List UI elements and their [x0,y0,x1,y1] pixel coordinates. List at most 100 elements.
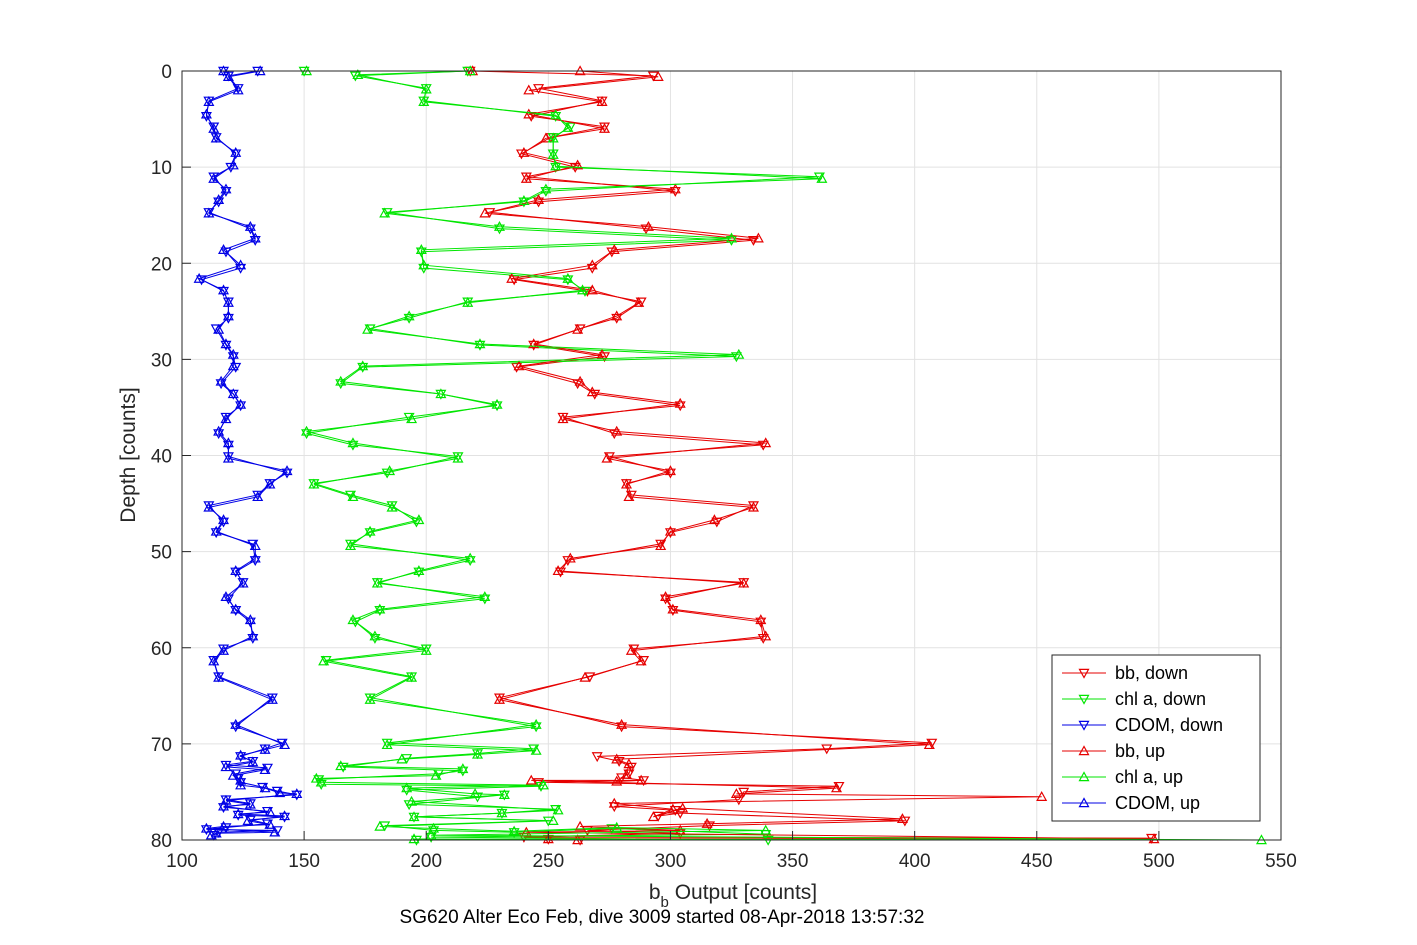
data-point [279,739,291,750]
data-point [318,655,330,666]
data-point [210,525,222,536]
data-point [213,671,225,682]
data-point [562,272,574,283]
data-point [562,556,574,567]
legend-entry: CDOM, down [1115,715,1223,735]
data-point [222,452,234,463]
data-point [403,412,415,423]
data-point [730,788,742,799]
data-point [374,820,386,831]
data-point [217,284,230,295]
data-point [230,362,242,373]
legend-entry: bb, up [1115,741,1165,761]
x-tick-label: 450 [1021,851,1053,872]
data-point [669,183,681,194]
data-point [633,296,645,307]
data-point [408,811,420,822]
data-point [923,739,935,750]
data-point [674,401,686,412]
data-point [552,565,564,576]
data-point [469,788,481,799]
legend-entry: chl a, down [1115,689,1206,709]
data-point [574,375,586,386]
data-point [508,275,520,286]
x-tick-label: 300 [655,851,687,872]
x-tick-label: 250 [532,851,564,872]
data-point [428,822,440,833]
y-tick-label: 20 [151,254,172,275]
data-point [227,388,239,399]
legend-entry: bb, down [1115,663,1188,683]
data-point [235,778,247,789]
data-point [235,259,247,270]
data-point [396,753,408,764]
data-point [562,121,574,132]
data-point [926,738,938,749]
data-point [230,567,242,578]
data-point [833,781,845,792]
y-tick-label: 40 [151,447,172,468]
data-point [347,437,359,448]
data-point [474,338,486,349]
data-point [738,787,750,798]
data-point [279,812,291,823]
data-point [511,362,523,373]
x-axis-label-rest: Output [counts] [669,881,817,904]
data-point [242,815,254,825]
data-point [606,247,618,258]
data-point [420,644,432,655]
data-point [528,340,540,351]
data-point [508,825,520,836]
data-point [347,440,359,451]
data-point [249,540,261,551]
data-point [598,352,611,363]
data-point [752,232,764,243]
data-point [550,109,562,120]
x-tick-label: 500 [1143,851,1175,872]
data-point [244,220,256,231]
data-point [220,186,232,197]
data-point [660,594,672,605]
data-point [530,722,542,733]
data-point [315,780,327,790]
data-point [616,718,628,729]
data-point [259,764,271,775]
data-point [344,540,357,551]
data-point [217,517,230,528]
data-point [540,186,552,197]
data-point [220,794,232,805]
series-line [306,70,1262,841]
data-point [227,159,239,170]
data-point [235,398,247,409]
data-point [523,108,535,119]
data-point [638,776,650,787]
data-point [203,207,215,218]
data-point [635,297,647,308]
data-point [625,644,637,655]
data-point [493,693,506,704]
data-point [647,811,659,822]
data-point [313,775,325,786]
data-point [596,348,608,359]
data-point [264,818,276,829]
data-point [1148,833,1160,844]
data-point [733,348,745,359]
data-point [244,614,256,625]
data-point [498,789,510,800]
data-point [249,235,261,246]
data-point [704,821,716,832]
data-point [452,452,464,463]
data-point [301,429,313,440]
y-tick-label: 80 [151,831,172,852]
data-point [547,815,559,825]
data-point [220,183,232,194]
legend-marker [1078,797,1090,808]
data-point [608,797,620,808]
legend-marker [1078,668,1090,679]
data-point [1036,791,1048,801]
data-point [611,313,623,324]
data-point [217,286,230,297]
tick-marks [181,70,1282,841]
data-point [523,84,535,95]
